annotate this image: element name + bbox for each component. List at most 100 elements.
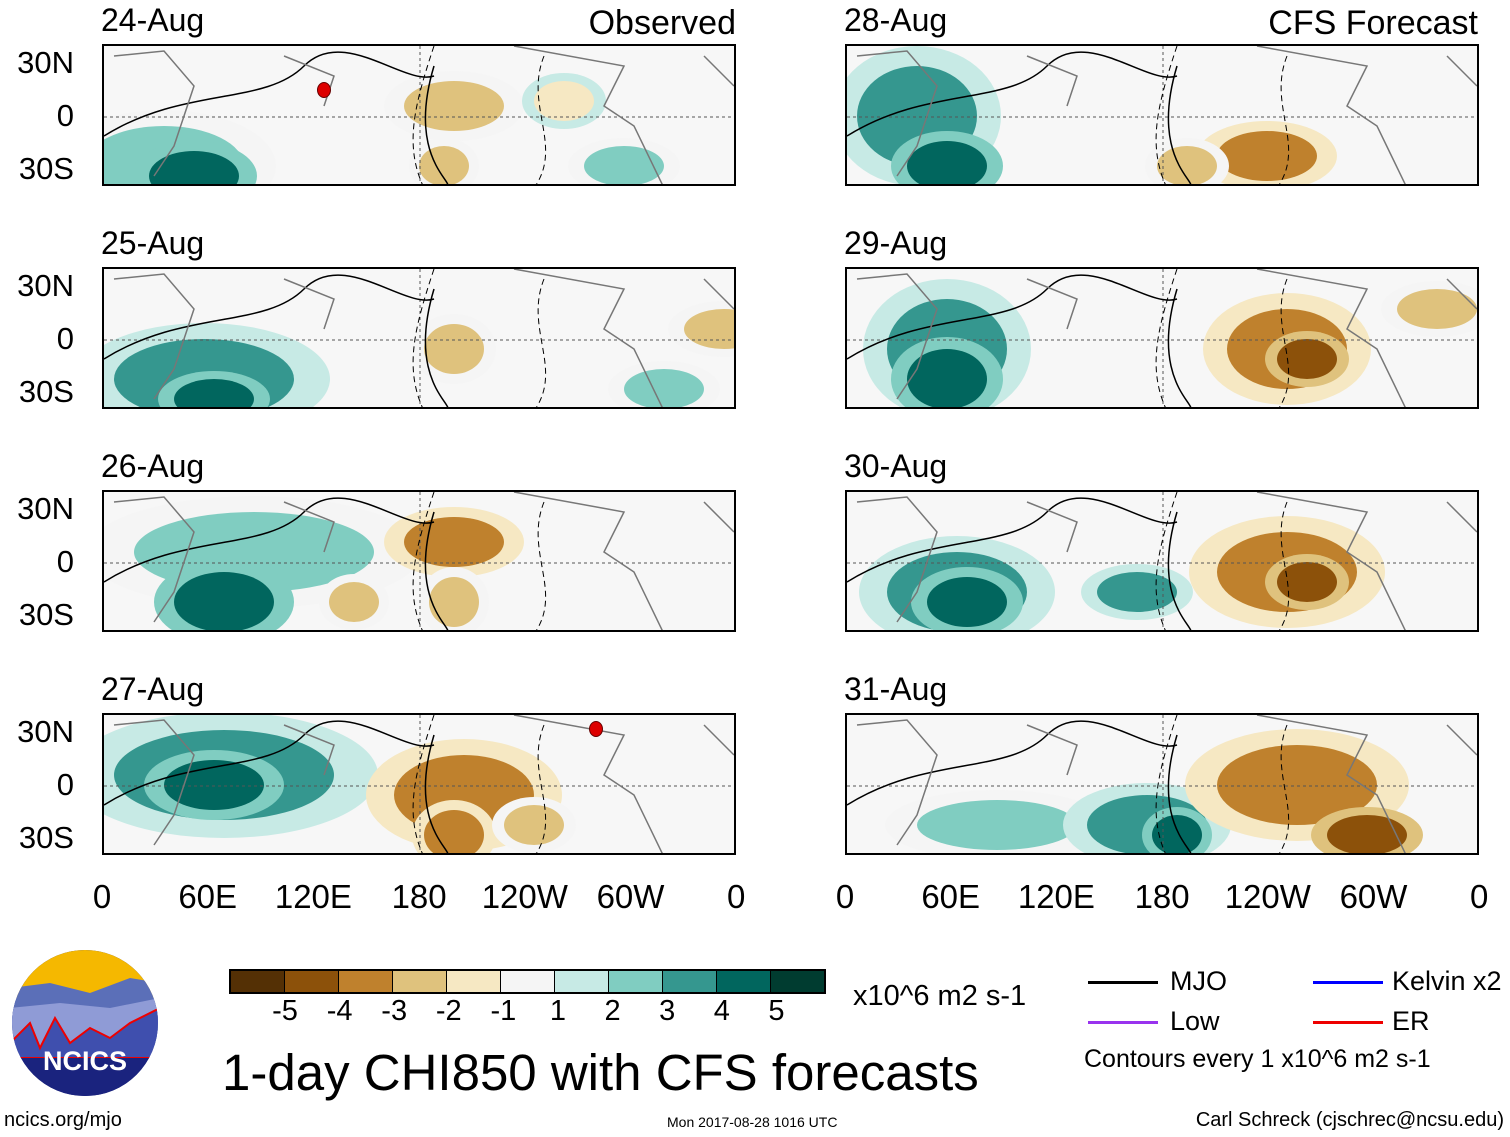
legend-line-er (1313, 1021, 1383, 1024)
lat-label: 30S (18, 151, 74, 186)
anomaly-field (847, 269, 1477, 407)
mjo-contour (104, 274, 449, 407)
colorbar-units: x10^6 m2 s-1 (853, 980, 1027, 1012)
lon-label: 120E (1017, 878, 1095, 915)
lon-label: 60W (596, 878, 665, 915)
colorbar-swatch (717, 971, 771, 992)
coastlines (856, 715, 1477, 853)
colorbar (229, 969, 826, 994)
anomaly-blob (174, 572, 274, 630)
colorbar-tick-label: -4 (326, 995, 353, 1027)
mjo-contour (104, 720, 449, 853)
footer-url[interactable]: ncics.org/mjo (4, 1109, 122, 1131)
figure-title: 1-day CHI850 with CFS forecasts (222, 1044, 979, 1101)
colorbar-swatch (231, 971, 285, 992)
colorbar-tick-label: 2 (604, 995, 621, 1027)
lat-label: 30N (17, 714, 74, 749)
map-panel (845, 44, 1479, 186)
lat-label: 30N (17, 268, 74, 303)
anomaly-blob (1097, 572, 1177, 612)
lat-label: 0 (56, 98, 74, 133)
anomaly-field (847, 492, 1477, 630)
colorbar-tick-label: -3 (381, 995, 408, 1027)
colorbar-swatch (609, 971, 663, 992)
anomaly-blob (1397, 289, 1477, 329)
mjo-negative-contour (1155, 715, 1290, 853)
mjo-negative-contour (1155, 269, 1290, 407)
colorbar-swatch (663, 971, 717, 992)
anomaly-field (847, 715, 1477, 853)
lon-label: 60W (1339, 878, 1408, 915)
anomaly-blob (504, 805, 564, 845)
anomaly-blob (1217, 745, 1377, 825)
colorbar-swatch (447, 971, 501, 992)
tropical-cyclone-icon (317, 82, 331, 98)
anomaly-blob (1277, 562, 1337, 602)
anomaly-field (104, 715, 734, 853)
lon-label: 180 (1134, 878, 1190, 915)
coastlines (113, 269, 734, 407)
anomaly-blob (404, 81, 504, 131)
tropical-cyclone-icon (589, 721, 603, 737)
lon-label: 0 (835, 878, 855, 915)
coastlines (113, 46, 734, 184)
ncics-logo: NCICS (12, 950, 158, 1096)
map-panel (102, 44, 736, 186)
anomaly-blob (1152, 815, 1202, 853)
anomaly-field (104, 492, 734, 630)
coastlines (113, 715, 734, 853)
colorbar-tick-label: 1 (549, 995, 567, 1027)
map-panel (102, 267, 736, 409)
anomaly-blob (907, 141, 987, 184)
anomaly-field (104, 46, 734, 184)
legend-er: ER (1392, 1006, 1430, 1036)
coastlines (113, 492, 734, 630)
colorbar-swatch (555, 971, 609, 992)
lon-label: 60E (921, 878, 981, 915)
legend-kelvin: Kelvin x2 (1392, 966, 1502, 996)
colorbar-swatch (339, 971, 393, 992)
mjo-negative-contour (1155, 492, 1290, 630)
lat-label: 0 (56, 544, 74, 579)
lon-label: 0 (727, 878, 746, 915)
lon-label: 120W (481, 878, 568, 915)
lon-label: 180 (391, 878, 447, 915)
panel-date: 27-Aug (101, 671, 205, 707)
lat-label: 30S (18, 374, 74, 409)
mjo-contour (847, 720, 1192, 853)
map-panel (845, 267, 1479, 409)
panel-date: 28-Aug (844, 2, 948, 38)
lat-label: 30S (18, 597, 74, 632)
footer-timestamp: Mon 2017-08-28 1016 UTC (667, 1114, 838, 1130)
map-panel (845, 713, 1479, 855)
mjo-contour (847, 497, 1192, 630)
anomaly-blob (1327, 815, 1407, 853)
legend-low: Low (1170, 1006, 1220, 1036)
mjo-contour (104, 497, 449, 630)
legend-line-low (1088, 1021, 1158, 1024)
mjo-contour (847, 274, 1192, 407)
coastlines (856, 269, 1477, 407)
panel-date: 29-Aug (844, 225, 948, 261)
anomaly-blob (174, 379, 254, 407)
coastlines (856, 492, 1477, 630)
panel-date: 31-Aug (844, 671, 948, 707)
anomaly-blob (429, 577, 479, 627)
anomaly-blob (1157, 146, 1217, 184)
colorbar-swatch (771, 971, 824, 992)
lat-label: 30N (17, 491, 74, 526)
colorbar-swatch (393, 971, 447, 992)
anomaly-blob (917, 800, 1077, 850)
colorbar-tick-label: 4 (713, 995, 730, 1027)
panel-date: 24-Aug (101, 2, 205, 38)
anomaly-blob (419, 146, 469, 184)
anomaly-blob (149, 151, 239, 184)
anomaly-blob (907, 349, 987, 407)
legend-mjo: MJO (1170, 966, 1227, 996)
mjo-contour (847, 51, 1192, 184)
lat-label: 0 (56, 321, 74, 356)
lat-label: 30N (17, 45, 74, 80)
colorbar-swatch (285, 971, 339, 992)
colorbar-tick-label: -2 (435, 995, 462, 1027)
